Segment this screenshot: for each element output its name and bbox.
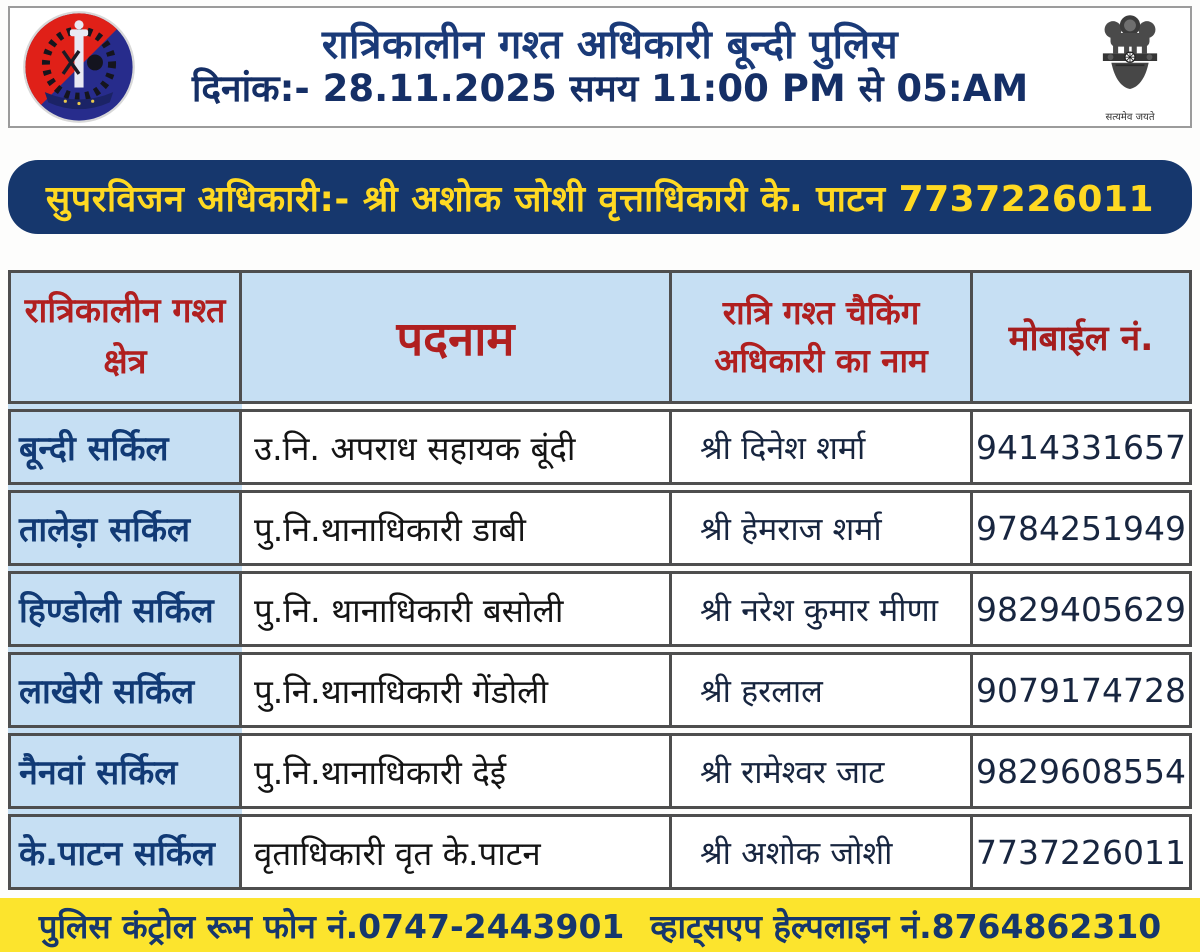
officer-cell: श्री हेमराज शर्मा: [669, 490, 973, 566]
officer-cell: श्री नरेश कुमार मीणा: [669, 571, 973, 647]
header-titles: रात्रिकालीन गश्त अधिकारी बून्दी पुलिस दि…: [136, 21, 1084, 111]
officer-cell: श्री रामेश्वर जाट: [669, 733, 973, 809]
mobile-cell: 9829405629: [970, 571, 1192, 647]
area-cell: के.पाटन सर्किल: [8, 814, 242, 890]
mobile-cell: 9784251949: [970, 490, 1192, 566]
designation-cell: उ.नि. अपराध सहायक बूंदी: [239, 409, 672, 485]
mobile-cell: 9829608554: [970, 733, 1192, 809]
designation-cell: पु.नि. थानाधिकारी बसोली: [239, 571, 672, 647]
header-cell-mobile: मोबाईल नं.: [970, 270, 1192, 404]
date-time-line: दिनांक:- 28.11.2025 समय 11:00 PM से 05:A…: [191, 66, 1029, 110]
mobile-cell: 9414331657: [970, 409, 1192, 485]
table-row: लाखेरी सर्किल पु.नि.थानाधिकारी गेंडोली श…: [8, 652, 1192, 728]
control-room-phone: पुलिस कंट्रोल रूम फोन नं.0747-2443901: [38, 906, 625, 946]
table-row: नैनवां सर्किल पु.नि.थानाधिकारी देई श्री …: [8, 733, 1192, 809]
officer-cell: श्री दिनेश शर्मा: [669, 409, 973, 485]
supervision-officer-banner: सुपरविजन अधिकारी:- श्री अशोक जोशी वृत्ता…: [8, 160, 1192, 234]
header: रात्रिकालीन गश्त अधिकारी बून्दी पुलिस दि…: [8, 6, 1192, 128]
designation-cell: वृताधिकारी वृत के.पाटन: [239, 814, 672, 890]
table-header-row: रात्रिकालीन गश्त क्षेत्र पदनाम रात्रि गश…: [8, 270, 1192, 404]
designation-cell: पु.नि.थानाधिकारी देई: [239, 733, 672, 809]
table-row: तालेड़ा सर्किल पु.नि.थानाधिकारी डाबी श्र…: [8, 490, 1192, 566]
rajasthan-police-logo-icon: [22, 10, 136, 124]
whatsapp-helpline: व्हाट्सएप हेल्पलाइन नं.8764862310: [650, 906, 1162, 946]
area-cell: हिण्डोली सर्किल: [8, 571, 242, 647]
area-cell: बून्दी सर्किल: [8, 409, 242, 485]
header-cell-officer-name: रात्रि गश्त चैकिंग अधिकारी का नाम: [669, 270, 973, 404]
mobile-cell: 9079174728: [970, 652, 1192, 728]
duty-roster-table: रात्रिकालीन गश्त क्षेत्र पदनाम रात्रि गश…: [8, 270, 1192, 890]
officer-cell: श्री अशोक जोशी: [669, 814, 973, 890]
emblem-caption: सत्यमेव जयते: [1105, 112, 1155, 123]
table-row: के.पाटन सर्किल वृताधिकारी वृत के.पाटन श्…: [8, 814, 1192, 890]
table-row: बून्दी सर्किल उ.नि. अपराध सहायक बूंदी श्…: [8, 409, 1192, 485]
designation-cell: पु.नि.थानाधिकारी गेंडोली: [239, 652, 672, 728]
mobile-cell: 7737226011: [970, 814, 1192, 890]
table-row: हिण्डोली सर्किल पु.नि. थानाधिकारी बसोली …: [8, 571, 1192, 647]
area-cell: लाखेरी सर्किल: [8, 652, 242, 728]
header-cell-patrol-area: रात्रिकालीन गश्त क्षेत्र: [8, 270, 242, 404]
designation-cell: पु.नि.थानाधिकारी डाबी: [239, 490, 672, 566]
area-cell: तालेड़ा सर्किल: [8, 490, 242, 566]
control-room-footer: पुलिस कंट्रोल रूम फोन नं.0747-2443901 व्…: [0, 898, 1200, 952]
page-title: रात्रिकालीन गश्त अधिकारी बून्दी पुलिस: [321, 21, 899, 68]
officer-cell: श्री हरलाल: [669, 652, 973, 728]
ashoka-emblem-icon: सत्यमेव जयते: [1084, 11, 1176, 123]
area-cell: नैनवां सर्किल: [8, 733, 242, 809]
header-cell-designation: पदनाम: [239, 270, 672, 404]
